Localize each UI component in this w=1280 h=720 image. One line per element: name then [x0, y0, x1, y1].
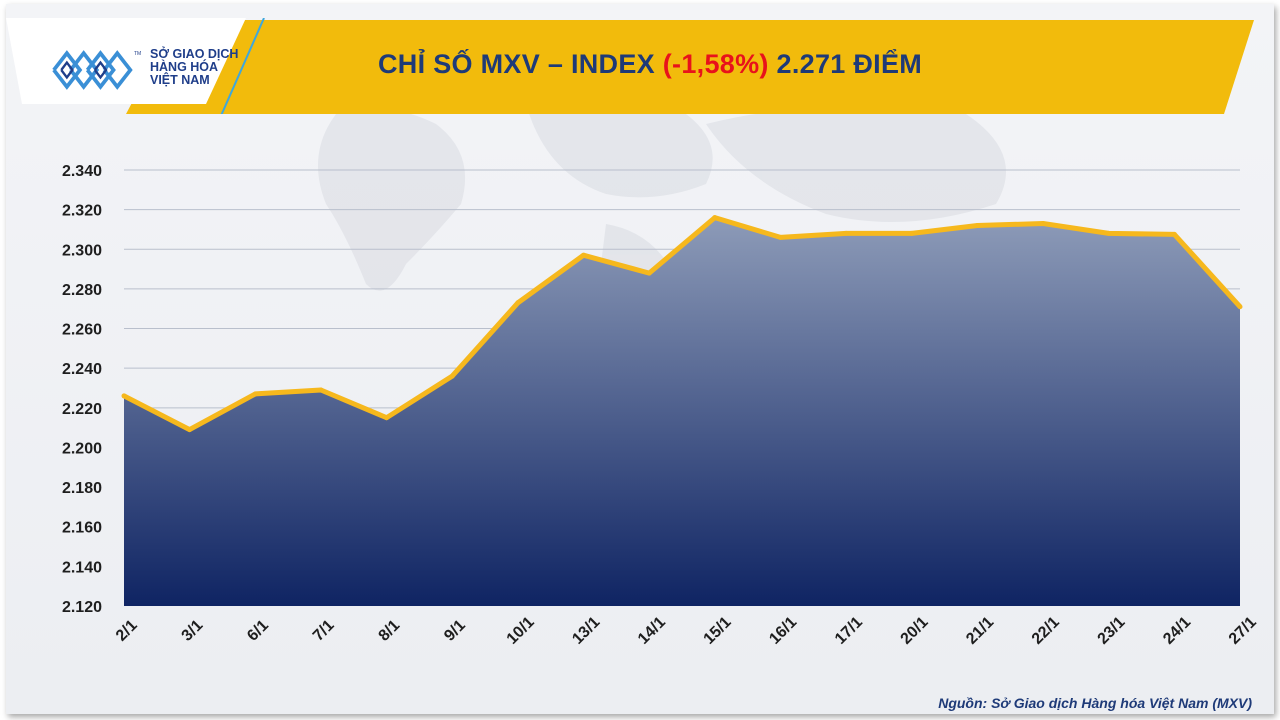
data-point	[449, 373, 455, 379]
x-tick-label: 15/1	[701, 614, 735, 648]
data-point	[581, 252, 587, 258]
x-tick-label: 2/1	[113, 617, 141, 645]
y-tick-label: 2.160	[62, 520, 102, 537]
data-point	[777, 234, 783, 240]
y-tick-label: 2.240	[62, 361, 102, 378]
data-point	[515, 300, 521, 306]
y-tick-label: 2.340	[62, 163, 102, 180]
data-point	[909, 230, 915, 236]
x-tick-label: 17/1	[832, 614, 866, 648]
title-prefix: CHỈ SỐ MXV – INDEX	[378, 49, 663, 79]
logo-line-3: VIỆT NAM	[150, 73, 210, 87]
x-tick-label: 7/1	[310, 617, 338, 645]
trademark-mark: TM	[134, 51, 142, 57]
y-tick-label: 2.300	[62, 242, 102, 259]
x-tick-label: 23/1	[1095, 614, 1129, 648]
data-point	[1040, 221, 1046, 227]
data-point	[974, 222, 980, 228]
x-tick-label: 9/1	[441, 617, 469, 645]
data-point	[252, 391, 258, 397]
logo-panel-bg	[6, 18, 246, 104]
logo-line-2: HÀNG HÓA	[150, 60, 219, 74]
accent-line	[220, 18, 265, 114]
data-point	[1171, 231, 1177, 237]
source-note: Nguồn: Sở Giao dịch Hàng hóa Việt Nam (M…	[938, 695, 1252, 711]
y-tick-label: 2.140	[62, 559, 102, 576]
y-tick-label: 2.320	[62, 203, 102, 220]
index-chart: 2.120 2.140 2.160 2.180 2.200 2.220 2.240 2.260…	[62, 100, 1260, 648]
title-change-percent: (-1,58%)	[662, 49, 769, 79]
x-tick-label: 16/1	[766, 614, 800, 648]
y-tick-label: 2.180	[62, 480, 102, 497]
x-tick-label: 6/1	[244, 617, 272, 645]
x-tick-label: 21/1	[963, 614, 997, 648]
mxv-logo-icon	[52, 50, 133, 90]
y-tick-label: 2.200	[62, 440, 102, 457]
logo-text: SỞ GIAO DỊCH HÀNG HÓA VIỆT NAM	[150, 48, 238, 87]
data-point	[318, 387, 324, 393]
x-tick-label: 13/1	[569, 614, 603, 648]
data-point	[121, 393, 127, 399]
x-tick-label: 14/1	[635, 614, 669, 648]
y-tick-label: 2.280	[62, 282, 102, 299]
x-tick-label: 10/1	[504, 614, 538, 648]
x-tick-label: 20/1	[898, 614, 932, 648]
chart-frame: 2.120 2.140 2.160 2.180 2.200 2.220 2.240 2.260…	[6, 4, 1274, 714]
logo-line-1: SỞ GIAO DỊCH	[150, 47, 239, 61]
x-tick-label: 3/1	[179, 617, 207, 645]
data-point	[712, 215, 718, 221]
data-point	[843, 230, 849, 236]
x-tick-label: 22/1	[1029, 614, 1063, 648]
y-tick-label: 2.220	[62, 401, 102, 418]
data-point	[646, 270, 652, 276]
y-tick-label: 2.260	[62, 322, 102, 339]
data-point	[1237, 304, 1243, 310]
x-tick-label: 8/1	[376, 617, 404, 645]
data-point	[187, 427, 193, 433]
title-suffix: 2.271 ĐIỂM	[768, 49, 923, 79]
chart-title: CHỈ SỐ MXV – INDEX (-1,58%) 2.271 ĐIỂM	[378, 49, 922, 80]
x-tick-label: 27/1	[1226, 614, 1260, 648]
title-banner	[6, 18, 1254, 114]
title-banner-bg	[126, 20, 1254, 114]
index-line	[122, 215, 1242, 433]
x-tick-label: 24/1	[1160, 614, 1194, 648]
y-tick-label: 2.120	[62, 599, 102, 616]
data-point	[1106, 230, 1112, 236]
index-area	[124, 217, 1240, 606]
data-point	[384, 415, 390, 421]
